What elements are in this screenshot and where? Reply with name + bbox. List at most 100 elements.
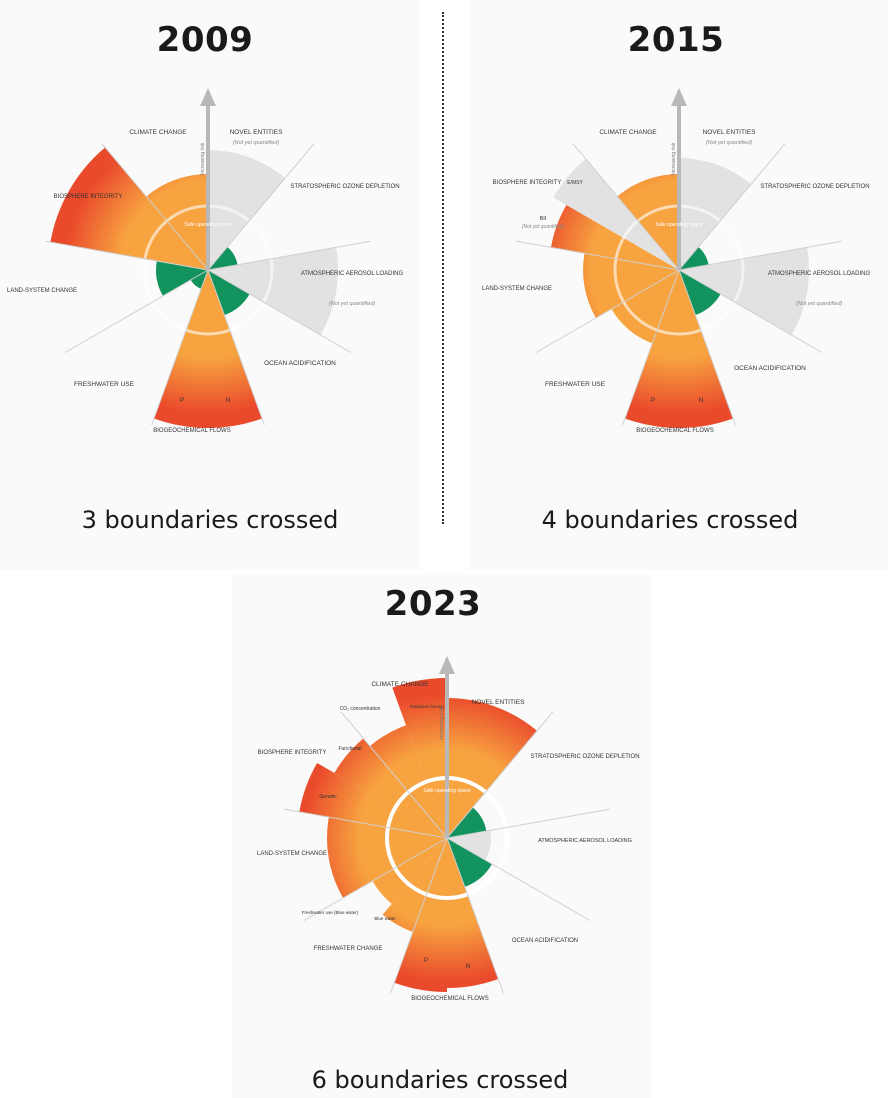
boundary-wedge-crossed bbox=[617, 174, 679, 270]
risk-axis-arrowhead bbox=[671, 88, 687, 106]
label-biosphere-integrity: BIOSPHERE INTEGRITY bbox=[493, 180, 562, 186]
boundary-wedge-crossed bbox=[394, 838, 447, 992]
label-climate-rf: Radiative forcing bbox=[410, 704, 444, 709]
label-biogeo-n: N bbox=[699, 398, 703, 404]
label-novel-entities: NOVEL ENTITIES bbox=[230, 129, 284, 136]
boundary-wedge-safe bbox=[679, 247, 709, 270]
safe-space-label: Safe operating space bbox=[423, 788, 470, 794]
label-aerosol-loading: ATMOSPHERIC AEROSOL LOADING bbox=[538, 838, 632, 844]
safe-space-label: Safe operating space bbox=[184, 222, 231, 228]
boundary-spoke bbox=[446, 837, 591, 921]
label-aerosol-loading: ATMOSPHERIC AEROSOL LOADING bbox=[301, 271, 404, 277]
boundary-wedge-crossed bbox=[372, 838, 447, 904]
safe-space-label: Safe operating space bbox=[655, 222, 702, 228]
label-biosphere-integrity: BIOSPHERE INTEGRITY bbox=[54, 194, 123, 200]
label-aerosol-loading-sub: (Not yet quantified) bbox=[329, 301, 376, 307]
label-land-system-change: LAND-SYSTEM CHANGE bbox=[7, 288, 77, 294]
boundary-wedge-not-quantified bbox=[208, 150, 286, 270]
boundary-spoke bbox=[303, 837, 448, 921]
label-aerosol-loading: ATMOSPHERIC AEROSOL LOADING bbox=[768, 271, 871, 277]
boundary-wedge-not-quantified bbox=[679, 158, 751, 270]
risk-axis-label: Increasing risk bbox=[671, 142, 677, 175]
label-biosphere-functional: Functional bbox=[338, 746, 361, 752]
boundary-spoke bbox=[64, 269, 209, 353]
label-ocean-acidification: OCEAN ACIDIFICATION bbox=[734, 365, 806, 372]
label-biosphere-bii-sub: (Not yet quantified) bbox=[522, 224, 565, 230]
label-biogeo-p: P bbox=[651, 398, 655, 404]
boundary-wedge-crossed bbox=[326, 817, 447, 898]
boundary-wedge-safe bbox=[447, 807, 487, 838]
boundary-wedge-safe bbox=[156, 261, 208, 296]
boundary-wedge-crossed bbox=[447, 838, 499, 988]
boundary-spoke bbox=[678, 240, 842, 271]
label-climate-change: CLIMATE CHANGE bbox=[599, 129, 657, 136]
label-biosphere-integrity: BIOSPHERE INTEGRITY bbox=[258, 750, 327, 756]
year-2023-heading: 2023 bbox=[384, 584, 482, 624]
boundary-spoke bbox=[535, 269, 680, 353]
boundary-diagram-2023: Increasing risk Safe operating space CLI… bbox=[257, 656, 640, 1002]
risk-axis-arrowhead bbox=[439, 656, 455, 674]
label-novel-entities-sub: (Not yet quantified) bbox=[706, 140, 753, 146]
label-biogeochemical-flows: BIOGEOCHEMICAL FLOWS bbox=[636, 428, 713, 434]
boundary-wedge-crossed bbox=[392, 677, 447, 838]
boundary-spoke bbox=[207, 143, 315, 271]
boundary-wedge-crossed bbox=[625, 270, 679, 428]
label-ocean-acidification: OCEAN ACIDIFICATION bbox=[512, 938, 578, 944]
boundary-wedge-crossed bbox=[583, 253, 679, 318]
boundary-spoke bbox=[572, 143, 680, 271]
label-biogeo-p: P bbox=[424, 958, 428, 964]
boundary-spoke bbox=[101, 143, 209, 271]
boundary-wedge-safe bbox=[208, 270, 250, 316]
label-novel-entities: NOVEL ENTITIES bbox=[703, 129, 757, 136]
wedges bbox=[50, 147, 338, 428]
label-ozone-depletion: STRATOSPHERIC OZONE DEPLETION bbox=[290, 184, 399, 190]
boundary-wedge-safe bbox=[679, 270, 721, 316]
boundary-wedge-crossed bbox=[154, 270, 208, 428]
risk-axis-label: Increasing risk bbox=[200, 142, 206, 175]
boundary-spoke bbox=[516, 240, 680, 271]
boundary-wedge-crossed bbox=[551, 205, 679, 270]
boundary-wedge-not-quantified bbox=[208, 247, 338, 335]
boundary-wedge-crossed bbox=[334, 738, 447, 838]
boundary-spoke bbox=[207, 269, 352, 353]
boundary-spoke bbox=[678, 143, 786, 271]
boundary-wedge-safe bbox=[447, 838, 492, 887]
label-ozone-depletion: STRATOSPHERIC OZONE DEPLETION bbox=[530, 754, 639, 760]
boundary-spoke bbox=[446, 808, 610, 839]
caption-2023: 6 boundaries crossed bbox=[311, 1066, 569, 1094]
label-climate-co2: CO₂ concentration bbox=[340, 706, 381, 712]
label-freshwater-blue: Blue water bbox=[374, 916, 396, 921]
boundary-wedge-crossed bbox=[611, 270, 679, 344]
label-freshwater-change: FRESHWATER CHANGE bbox=[314, 946, 383, 952]
boundary-spoke bbox=[390, 837, 448, 994]
boundary-spoke bbox=[446, 837, 504, 994]
boundary-wedge-crossed bbox=[208, 270, 262, 428]
label-biogeo-n: N bbox=[226, 398, 230, 404]
boundary-spoke bbox=[207, 269, 265, 426]
boundary-spoke bbox=[622, 269, 680, 426]
label-ozone-depletion: STRATOSPHERIC OZONE DEPLETION bbox=[760, 184, 869, 190]
boundary-diagram-2015: Increasing risk Safe operating space CLI… bbox=[482, 88, 871, 434]
risk-axis-label: Increasing risk bbox=[439, 707, 445, 740]
label-climate-change: CLIMATE CHANGE bbox=[371, 681, 429, 688]
label-biosphere-bii: BII bbox=[540, 216, 547, 222]
label-biogeo-n: N bbox=[466, 964, 470, 970]
label-climate-change: CLIMATE CHANGE bbox=[129, 129, 187, 136]
risk-axis-arrowhead bbox=[200, 88, 216, 106]
label-biogeochemical-flows: BIOGEOCHEMICAL FLOWS bbox=[153, 428, 230, 434]
boundary-diagram-2009: Increasing risk Safe operating space CLI… bbox=[7, 88, 404, 434]
boundary-spoke bbox=[340, 711, 448, 839]
label-land-system-change: LAND-SYSTEM CHANGE bbox=[482, 286, 552, 292]
label-biosphere-genetic: Genetic bbox=[319, 794, 337, 800]
boundary-wedge-crossed bbox=[679, 270, 733, 428]
label-biogeo-p: P bbox=[180, 398, 184, 404]
label-ocean-acidification: OCEAN ACIDIFICATION bbox=[264, 360, 336, 367]
panel-divider bbox=[442, 12, 444, 524]
boundary-wedge-not-quantified bbox=[553, 158, 679, 270]
boundary-wedge-safe bbox=[190, 270, 208, 289]
label-freshwater-green: Freshwater use (Blue water) bbox=[302, 910, 359, 915]
boundary-wedge-crossed bbox=[299, 763, 447, 838]
label-aerosol-loading-sub: (Not yet quantified) bbox=[796, 301, 843, 307]
boundary-wedge-crossed bbox=[382, 838, 447, 932]
boundary-spoke bbox=[151, 269, 209, 426]
